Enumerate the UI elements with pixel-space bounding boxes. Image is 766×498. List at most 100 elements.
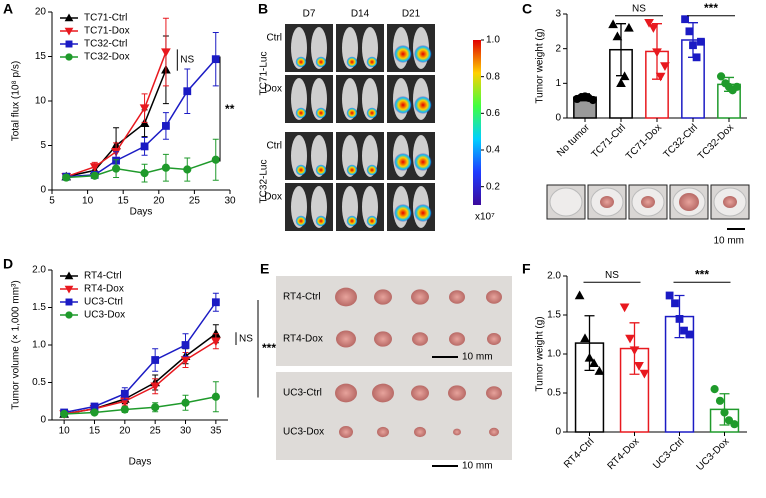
data-point — [625, 334, 635, 344]
y-tick-label: 1.0 — [547, 349, 561, 360]
series-line — [66, 58, 217, 178]
x-tick-label: 25 — [150, 426, 162, 437]
signal — [315, 164, 327, 176]
y-tick-label: 2 — [555, 43, 561, 54]
column-label: D14 — [351, 9, 370, 20]
y-axis-title: Total flux (10⁸ p/s) — [11, 61, 22, 141]
marker — [90, 408, 99, 417]
data-point — [616, 78, 626, 88]
legend-label: RT4-Dox — [84, 284, 124, 295]
marker — [161, 48, 171, 58]
legend-label: TC71-Dox — [84, 26, 130, 37]
data-point — [660, 62, 670, 72]
x-tick-label: 30 — [180, 426, 192, 437]
data-point — [692, 53, 701, 62]
y-tick-label: 2.0 — [32, 265, 46, 276]
marker — [211, 55, 220, 64]
tumor — [411, 385, 429, 401]
tumor — [377, 426, 389, 438]
data-point — [634, 362, 644, 371]
colorbar-label: 0.2 — [486, 181, 500, 192]
legend-label: UC3-Dox — [84, 310, 125, 321]
legend-label: TC32-Dox — [84, 52, 130, 63]
data-point — [619, 71, 630, 81]
data-point — [580, 333, 590, 343]
data-point — [588, 95, 598, 105]
tumor — [449, 332, 465, 346]
marker — [161, 163, 171, 172]
y-tick-label: 5 — [40, 140, 46, 151]
x-tick-label: RT4-Dox — [606, 436, 642, 472]
colorbar-unit: x10⁷ — [475, 212, 495, 223]
panel-label: E — [260, 261, 269, 277]
y-tick-label: 3 — [555, 9, 561, 20]
marker — [181, 341, 190, 349]
y-tick-label: 1.0 — [32, 340, 46, 351]
tumor — [486, 386, 502, 400]
data-point — [619, 303, 630, 313]
x-tick-label: 30 — [224, 196, 236, 207]
signal — [414, 204, 432, 222]
tumor — [453, 428, 461, 436]
y-tick-label: 15 — [35, 51, 47, 62]
column-label: D21 — [402, 9, 421, 20]
group-label: TC32-Luc — [259, 160, 270, 204]
signal — [346, 107, 358, 119]
legend-marker — [64, 285, 74, 294]
marker — [183, 165, 192, 174]
data-point — [724, 416, 734, 425]
y-axis-title: Tumor weight (g) — [535, 316, 546, 391]
x-tick-label: TC32-Dox — [696, 122, 736, 162]
series-line — [64, 396, 217, 415]
signal — [295, 164, 307, 176]
x-tick-label: 15 — [89, 426, 101, 437]
scale-label: 10 mm — [462, 352, 493, 363]
data-point — [697, 37, 705, 46]
scale-label: 10 mm — [713, 236, 744, 247]
data-point — [710, 385, 719, 394]
legend-marker — [65, 311, 73, 319]
legend-marker — [65, 298, 73, 306]
marker — [89, 163, 100, 172]
x-tick-label: TC71-Ctrl — [590, 122, 628, 160]
data-point — [716, 72, 726, 81]
data-point — [689, 41, 697, 50]
marker — [183, 87, 192, 96]
tumor — [335, 383, 357, 403]
annotation: NS — [239, 334, 253, 345]
legend-label: TC71-Ctrl — [84, 13, 127, 24]
marker — [111, 164, 121, 173]
annotation: *** — [695, 267, 709, 281]
data-point — [715, 396, 725, 405]
tumor — [449, 290, 465, 304]
data-point — [574, 290, 585, 300]
annotation: NS — [605, 270, 619, 281]
data-point — [720, 408, 729, 417]
marker — [90, 171, 99, 180]
colorbar-label: 1.0 — [486, 35, 500, 46]
panel-label: B — [258, 1, 268, 17]
marker — [180, 356, 191, 366]
tumor — [448, 385, 466, 401]
legend-marker — [64, 13, 74, 22]
data-point — [584, 352, 595, 362]
y-tick-label: 0 — [555, 427, 561, 438]
x-tick-label: TC71-Dox — [624, 122, 664, 162]
x-tick-label: 10 — [82, 196, 94, 207]
photo — [276, 276, 512, 366]
x-axis-title: Days — [129, 457, 152, 468]
data-point — [612, 31, 623, 41]
tumor — [336, 330, 356, 348]
x-tick-label: 20 — [119, 426, 131, 437]
signal — [414, 45, 432, 63]
tumor — [411, 289, 429, 305]
legend-label: RT4-Ctrl — [84, 271, 122, 282]
row-label: RT4-Dox — [283, 334, 323, 345]
x-tick-label: No tumor — [555, 122, 592, 159]
tumor — [412, 332, 428, 346]
x-tick-label: 25 — [189, 196, 201, 207]
panel-label: A — [3, 1, 13, 17]
signal — [366, 164, 378, 176]
data-point — [648, 24, 659, 33]
series-line — [64, 340, 217, 415]
